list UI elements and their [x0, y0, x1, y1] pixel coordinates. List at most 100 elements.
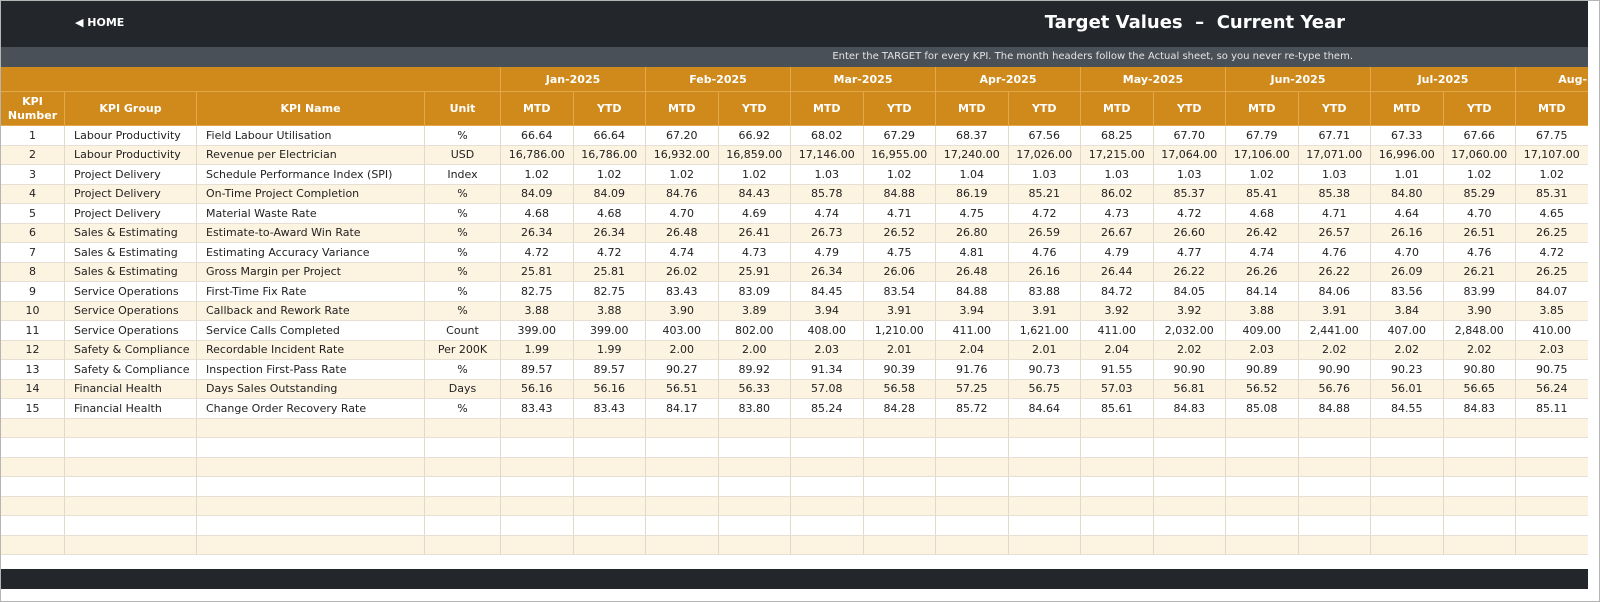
table-cell: 84.88	[1298, 399, 1371, 419]
empty-cell	[791, 496, 864, 516]
empty-cell	[1008, 477, 1081, 497]
empty-cell	[646, 496, 719, 516]
empty-cell	[1081, 418, 1154, 438]
table-cell: 85.37	[1153, 184, 1226, 204]
empty-cell	[1298, 535, 1371, 555]
table-cell: 1.02	[1443, 165, 1516, 185]
table-cell: Change Order Recovery Rate	[197, 399, 425, 419]
table-cell: %	[425, 399, 501, 419]
table-cell: On-Time Project Completion	[197, 184, 425, 204]
table-cell: 90.80	[1443, 360, 1516, 380]
table-cell: 85.08	[1226, 399, 1299, 419]
table-cell: 84.76	[646, 184, 719, 204]
empty-cell	[197, 457, 425, 477]
table-cell: First-Time Fix Rate	[197, 282, 425, 302]
empty-cell	[791, 516, 864, 536]
table-cell: 408.00	[791, 321, 864, 341]
table-cell: 66.64	[501, 126, 574, 146]
table-cell: 2.00	[718, 340, 791, 360]
table-cell: 1.04	[936, 165, 1009, 185]
table-cell: 17,064.00	[1153, 145, 1226, 165]
table-cell: 84.28	[863, 399, 936, 419]
table-cell: 9	[1, 282, 65, 302]
table-cell: 26.22	[1298, 262, 1371, 282]
table-cell: Service Operations	[65, 282, 197, 302]
table-cell: 1.01	[1371, 165, 1444, 185]
table-cell: 84.07	[1516, 282, 1588, 302]
empty-cell	[65, 535, 197, 555]
table-cell: 17,060.00	[1443, 145, 1516, 165]
table-cell: 3.94	[936, 301, 1009, 321]
table-cell: 83.80	[718, 399, 791, 419]
table-cell: 4	[1, 184, 65, 204]
empty-cell	[1153, 418, 1226, 438]
empty-cell	[425, 438, 501, 458]
table-cell: 4.69	[718, 204, 791, 224]
empty-cell	[1443, 477, 1516, 497]
table-cell: 26.16	[1008, 262, 1081, 282]
month-header: Jul-2025	[1371, 67, 1516, 92]
table-cell: 1	[1, 126, 65, 146]
table-cell: 13	[1, 360, 65, 380]
table-cell: 83.99	[1443, 282, 1516, 302]
table-cell: 67.70	[1153, 126, 1226, 146]
empty-cell	[1298, 438, 1371, 458]
empty-cell	[65, 457, 197, 477]
table-cell: 84.83	[1443, 399, 1516, 419]
table-cell: 411.00	[1081, 321, 1154, 341]
table-cell: 26.34	[501, 223, 574, 243]
table-cell: 5	[1, 204, 65, 224]
column-header: Unit	[425, 92, 501, 126]
table-cell: 26.73	[791, 223, 864, 243]
table-cell: 84.14	[1226, 282, 1299, 302]
table-cell: Labour Productivity	[65, 145, 197, 165]
table-cell: 85.38	[1298, 184, 1371, 204]
table-cell: 1,621.00	[1008, 321, 1081, 341]
table-cell: 4.73	[1081, 204, 1154, 224]
table-cell: 84.09	[501, 184, 574, 204]
table: KPI Number KPI Group KPI Name Unit Jan-2025 M…	[1, 67, 1588, 555]
empty-cell	[1226, 535, 1299, 555]
empty-cell	[1371, 418, 1444, 438]
empty-cell	[197, 438, 425, 458]
table-cell: 4.72	[1008, 204, 1081, 224]
table-cell: 89.92	[718, 360, 791, 380]
table-cell: 4.70	[646, 204, 719, 224]
table-cell: Gross Margin per Project	[197, 262, 425, 282]
table-cell: 3.90	[646, 301, 719, 321]
table-cell: 26.25	[1516, 262, 1588, 282]
table-cell: Sales & Estimating	[65, 243, 197, 263]
table-cell: 56.01	[1371, 379, 1444, 399]
month-header: Jun-2025	[1226, 67, 1371, 92]
table-cell: %	[425, 262, 501, 282]
empty-cell	[1153, 496, 1226, 516]
empty-cell	[936, 535, 1009, 555]
home-button[interactable]: ◀ HOME	[75, 16, 125, 29]
table-cell: Financial Health	[65, 379, 197, 399]
empty-cell	[718, 477, 791, 497]
empty-cell	[501, 477, 574, 497]
table-cell: 56.51	[646, 379, 719, 399]
empty-cell	[863, 516, 936, 536]
empty-cell	[1371, 438, 1444, 458]
sub-header: YTD	[1153, 92, 1226, 126]
table-cell: 4.74	[646, 243, 719, 263]
table-cell: 86.19	[936, 184, 1009, 204]
table-cell: 26.34	[573, 223, 646, 243]
table-cell: 67.20	[646, 126, 719, 146]
table-cell: 26.02	[646, 262, 719, 282]
empty-cell	[1226, 516, 1299, 536]
table-cell: 4.77	[1153, 243, 1226, 263]
empty-cell	[573, 477, 646, 497]
table-cell: 85.24	[791, 399, 864, 419]
table-cell: 15	[1, 399, 65, 419]
table-cell: 2,848.00	[1443, 321, 1516, 341]
empty-cell	[573, 496, 646, 516]
table-cell: %	[425, 301, 501, 321]
table-cell: 2,441.00	[1298, 321, 1371, 341]
table-cell: 67.75	[1516, 126, 1588, 146]
table-cell: 26.51	[1443, 223, 1516, 243]
table-cell: 56.16	[573, 379, 646, 399]
table-cell: 8	[1, 262, 65, 282]
table-cell: %	[425, 243, 501, 263]
